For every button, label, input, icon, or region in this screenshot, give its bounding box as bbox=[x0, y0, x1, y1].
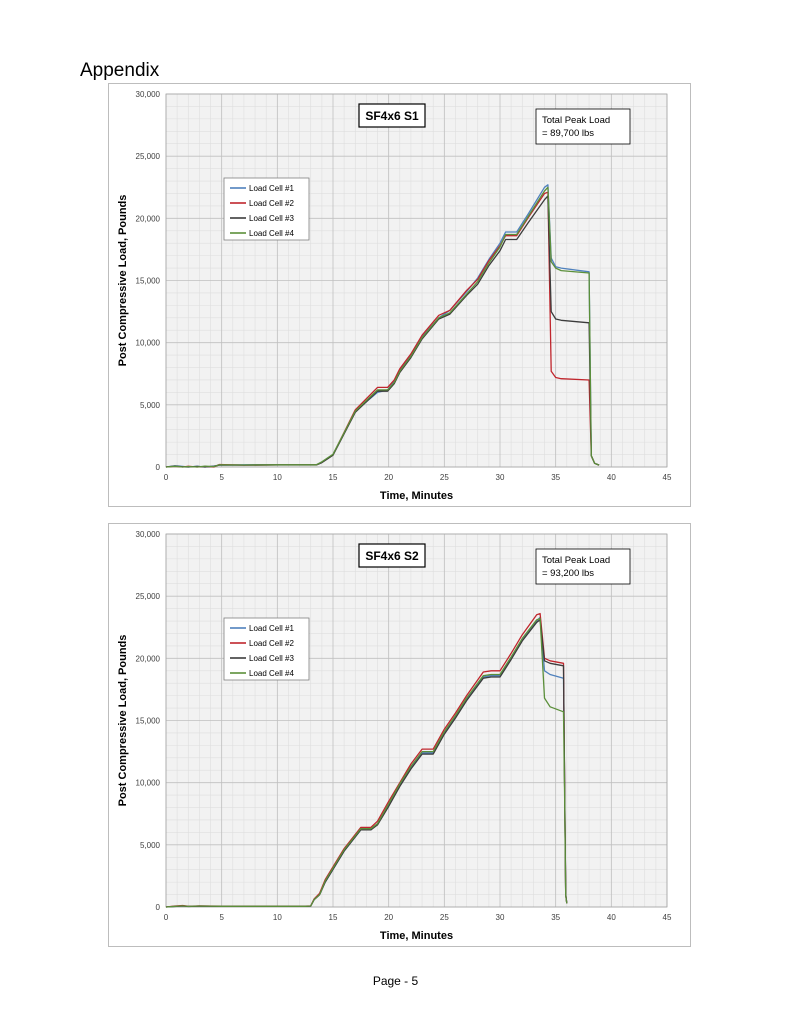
x-tick-label: 45 bbox=[663, 473, 672, 482]
x-tick-label: 35 bbox=[551, 913, 560, 922]
x-tick-label: 45 bbox=[663, 913, 672, 922]
annotation-line: Total Peak Load bbox=[542, 555, 610, 566]
legend-frame bbox=[223, 617, 310, 681]
y-tick-label: 25,000 bbox=[136, 152, 161, 161]
y-axis-label: Post Compressive Load, Pounds bbox=[117, 195, 129, 367]
chart-legend: Load Cell #1 Load Cell #2 Load Cell #3 Load… bbox=[223, 617, 310, 681]
x-tick-label: 15 bbox=[329, 473, 338, 482]
y-tick-label: 10,000 bbox=[136, 779, 161, 788]
y-tick-label: 30,000 bbox=[136, 530, 161, 539]
y-tick-label: 5,000 bbox=[140, 841, 161, 850]
x-tick-label: 5 bbox=[219, 473, 224, 482]
annotation-line: = 93,200 lbs bbox=[542, 568, 594, 579]
legend-label-load-cell-4: Load Cell #4 bbox=[249, 669, 294, 678]
x-tick-label: 20 bbox=[384, 913, 393, 922]
legend-label-load-cell-3: Load Cell #3 bbox=[249, 214, 294, 223]
plot-border bbox=[165, 533, 668, 908]
chart-title-box: SF4x6 S1 bbox=[358, 103, 426, 128]
title-frame bbox=[358, 103, 426, 128]
page-number: Page - 5 bbox=[372, 974, 419, 988]
y-tick-label: 25,000 bbox=[136, 592, 161, 601]
x-tick-label: 25 bbox=[440, 473, 449, 482]
legend-label-load-cell-3: Load Cell #3 bbox=[249, 654, 294, 663]
title-frame bbox=[358, 543, 426, 568]
chart-sf4x6-s2-svg: 0 5 10 15 20 25 30 35 40 45 0 5,000 10,000 15,000 20,0… bbox=[117, 530, 672, 942]
legend-label-load-cell-1: Load Cell #1 bbox=[249, 624, 294, 633]
x-tick-label: 0 bbox=[164, 913, 169, 922]
annotation-line: Total Peak Load bbox=[542, 115, 610, 126]
y-tick-label: 10,000 bbox=[136, 339, 161, 348]
y-tick-label: 0 bbox=[156, 903, 161, 912]
x-tick-label: 40 bbox=[607, 913, 616, 922]
legend-label-load-cell-2: Load Cell #2 bbox=[249, 199, 294, 208]
x-tick-label: 35 bbox=[551, 473, 560, 482]
y-tick-label: 5,000 bbox=[140, 401, 161, 410]
x-tick-label: 30 bbox=[496, 473, 505, 482]
chart-sf4x6-s1: 0 5 10 15 20 25 30 35 40 45 0 5,000 10,000 15,000 20,0… bbox=[108, 83, 691, 507]
annotation-line: = 89,700 lbs bbox=[542, 128, 594, 139]
legend-label-load-cell-2: Load Cell #2 bbox=[249, 639, 294, 648]
chart-sf4x6-s1-svg: 0 5 10 15 20 25 30 35 40 45 0 5,000 10,000 15,000 20,0… bbox=[117, 90, 672, 502]
chart-title-box: SF4x6 S2 bbox=[358, 543, 426, 568]
x-axis-label: Time, Minutes bbox=[380, 490, 453, 502]
series-line-load-cell-4 bbox=[165, 617, 568, 908]
x-tick-label: 0 bbox=[164, 473, 169, 482]
chart-sf4x6-s2: 0 5 10 15 20 25 30 35 40 45 0 5,000 10,000 15,000 20,0… bbox=[108, 523, 691, 947]
x-tick-label: 30 bbox=[496, 913, 505, 922]
appendix-heading: Appendix bbox=[80, 60, 160, 81]
x-tick-label: 15 bbox=[329, 913, 338, 922]
x-tick-label: 10 bbox=[273, 913, 282, 922]
x-tick-label: 25 bbox=[440, 913, 449, 922]
y-tick-label: 0 bbox=[156, 463, 161, 472]
x-axis-label: Time, Minutes bbox=[380, 930, 453, 942]
annotation-frame bbox=[535, 108, 631, 145]
x-tick-label: 40 bbox=[607, 473, 616, 482]
x-tick-label: 5 bbox=[219, 913, 224, 922]
y-tick-label: 20,000 bbox=[136, 654, 161, 663]
x-tick-label: 10 bbox=[273, 473, 282, 482]
plot-border bbox=[165, 93, 668, 468]
chart-legend: Load Cell #1 Load Cell #2 Load Cell #3 Load… bbox=[223, 177, 310, 241]
legend-label-load-cell-1: Load Cell #1 bbox=[249, 184, 294, 193]
series-line-load-cell-4 bbox=[165, 186, 600, 468]
x-tick-label: 20 bbox=[384, 473, 393, 482]
chart-title: SF4x6 S2 bbox=[365, 549, 419, 563]
peak-load-annotation: Total Peak Load = 93,200 lbs bbox=[535, 548, 631, 585]
y-tick-label: 15,000 bbox=[136, 277, 161, 286]
annotation-frame bbox=[535, 548, 631, 585]
y-tick-label: 15,000 bbox=[136, 717, 161, 726]
peak-load-annotation: Total Peak Load = 89,700 lbs bbox=[535, 108, 631, 145]
y-tick-label: 20,000 bbox=[136, 214, 161, 223]
chart-title: SF4x6 S1 bbox=[365, 109, 419, 123]
y-axis-label: Post Compressive Load, Pounds bbox=[117, 635, 129, 807]
y-tick-label: 30,000 bbox=[136, 90, 161, 99]
legend-label-load-cell-4: Load Cell #4 bbox=[249, 229, 294, 238]
